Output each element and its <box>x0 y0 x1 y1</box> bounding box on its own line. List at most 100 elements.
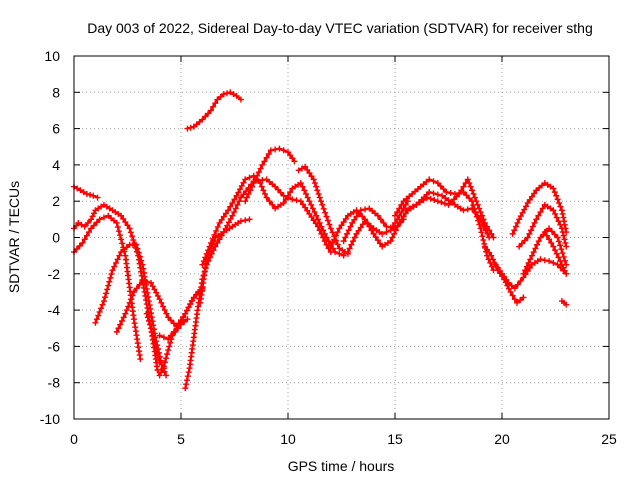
data-point-fill <box>104 286 111 293</box>
data-point <box>327 225 334 232</box>
data-point-fill <box>105 282 112 289</box>
data-point <box>524 200 531 207</box>
data-point <box>370 230 377 237</box>
data-point-fill <box>146 321 153 328</box>
data-point-fill <box>252 176 259 183</box>
data-point <box>139 261 146 268</box>
data-point-fill <box>532 245 539 252</box>
data-point <box>507 288 514 295</box>
data-point-fill <box>231 196 238 203</box>
data-point-fill <box>517 297 524 304</box>
data-point <box>314 216 321 223</box>
data-point-fill <box>143 278 150 285</box>
data-point-fill <box>553 214 560 221</box>
data-point-fill <box>406 205 413 212</box>
data-point <box>165 314 172 321</box>
data-point-fill <box>555 238 562 245</box>
data-point-fill <box>115 325 122 332</box>
data-point-fill <box>287 189 294 196</box>
data-point <box>133 241 140 248</box>
data-point-fill <box>136 281 143 288</box>
data-point-fill <box>313 212 320 219</box>
series-line <box>244 147 296 203</box>
data-point-fill <box>301 187 308 194</box>
data-point-fill <box>119 240 126 247</box>
data-point <box>156 296 163 303</box>
data-point <box>516 243 523 250</box>
data-point-fill <box>437 183 444 190</box>
data-point-fill <box>302 204 309 211</box>
data-point-fill <box>227 215 234 222</box>
data-point-fill <box>519 209 526 216</box>
data-point-fill <box>100 214 107 221</box>
data-point-fill <box>187 300 194 307</box>
data-point-fill <box>496 267 503 274</box>
data-point <box>486 234 493 241</box>
data-point <box>344 249 351 256</box>
data-point-fill <box>482 227 489 234</box>
data-point-fill <box>489 256 496 263</box>
data-point-fill <box>555 254 562 261</box>
data-point-fill <box>559 250 566 257</box>
data-point-fill <box>272 146 279 153</box>
data-point <box>353 230 360 237</box>
data-point <box>259 161 266 168</box>
data-point-fill <box>260 187 267 194</box>
data-point-fill <box>329 239 336 246</box>
data-point-fill <box>517 278 524 285</box>
data-point-fill <box>135 249 142 256</box>
data-point-fill <box>380 219 387 226</box>
data-point-fill <box>442 195 449 202</box>
data-point-fill <box>200 258 207 265</box>
data-point-fill <box>324 217 331 224</box>
data-point-fill <box>342 215 349 222</box>
data-point-fill <box>554 196 561 203</box>
data-point-fill <box>396 205 403 212</box>
data-point-fill <box>136 253 143 260</box>
data-point-fill <box>374 237 381 244</box>
data-point <box>563 270 570 277</box>
data-point-fill <box>232 205 239 212</box>
data-point-fill <box>183 381 190 388</box>
data-point <box>327 243 334 250</box>
data-point-fill <box>161 359 168 366</box>
data-point-fill <box>149 283 156 290</box>
data-point-fill <box>280 147 287 154</box>
data-point <box>242 198 249 205</box>
data-point-fill <box>555 218 562 225</box>
data-point-fill <box>183 377 190 384</box>
data-point <box>492 261 499 268</box>
data-point-fill <box>494 264 501 271</box>
data-point-fill <box>308 201 315 208</box>
data-point <box>434 180 441 187</box>
data-point-fill <box>309 205 316 212</box>
data-point-fill <box>111 263 118 270</box>
data-point <box>88 216 95 223</box>
data-point-fill <box>125 303 132 310</box>
data-point-fill <box>78 221 85 228</box>
data-point <box>434 198 441 205</box>
data-point <box>163 372 170 379</box>
data-point-fill <box>163 310 170 317</box>
data-point-fill <box>214 223 221 230</box>
data-point-fill <box>479 233 486 240</box>
axis-ticks <box>73 55 610 420</box>
data-point <box>156 372 163 379</box>
data-point-fill <box>430 178 437 185</box>
series-arc-09 <box>184 89 244 132</box>
data-point-fill <box>237 186 244 193</box>
data-point-fill <box>561 236 568 243</box>
data-point-fill <box>243 194 250 201</box>
x-tick-label: 15 <box>387 431 403 447</box>
data-point-fill <box>560 232 567 239</box>
data-point-fill <box>147 306 154 313</box>
data-point-fill <box>531 190 538 197</box>
data-point <box>289 196 296 203</box>
data-point-fill <box>153 289 160 296</box>
data-point-fill <box>240 179 247 186</box>
data-point-fill <box>184 373 191 380</box>
data-point-fill <box>484 230 491 237</box>
data-point-fill <box>117 321 124 328</box>
data-point-fill <box>440 186 447 193</box>
data-point-fill <box>205 110 212 117</box>
